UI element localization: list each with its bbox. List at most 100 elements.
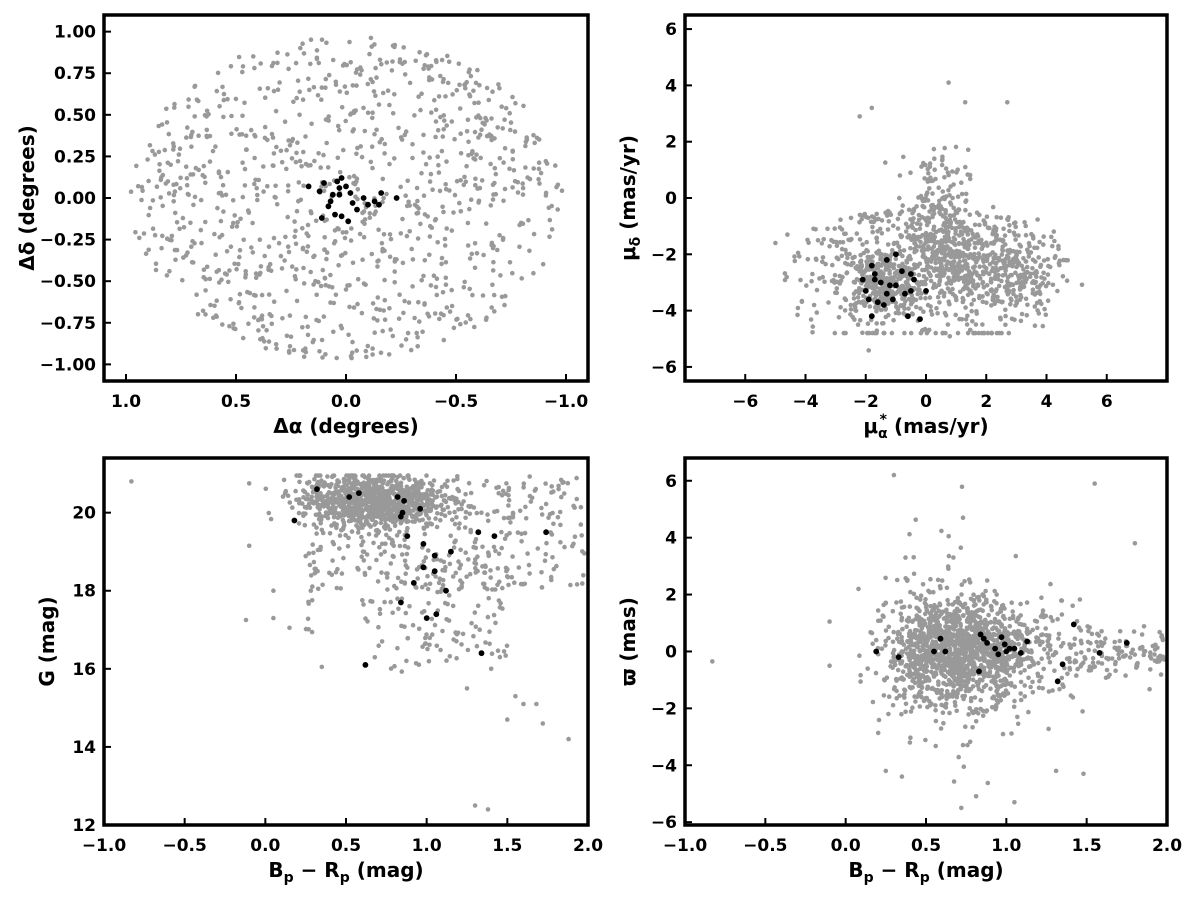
field-star-point [889, 330, 895, 336]
field-star-point [428, 171, 434, 177]
field-star-point [976, 330, 981, 336]
field-star-point [421, 150, 426, 155]
field-star-point [379, 570, 384, 575]
field-star-point [228, 64, 234, 69]
axes-frame [102, 456, 590, 827]
field-star-point [321, 152, 326, 158]
field-star-point [318, 520, 324, 526]
field-star-point [398, 184, 404, 190]
field-star-point [410, 519, 416, 524]
field-star-point [943, 239, 949, 244]
field-star-point [874, 211, 879, 217]
field-star-point [527, 474, 532, 479]
field-star-point [375, 264, 380, 269]
field-star-point [442, 513, 448, 518]
field-star-point [307, 505, 313, 511]
field-star-point [419, 610, 425, 615]
field-star-point [241, 237, 246, 243]
field-star-point [278, 253, 284, 259]
field-star-point [980, 322, 985, 327]
field-star-point [972, 245, 978, 250]
field-star-point [957, 600, 962, 605]
field-star-point [1016, 260, 1022, 265]
field-star-point [289, 156, 295, 161]
field-star-point [331, 241, 337, 246]
field-star-point [427, 179, 433, 184]
field-star-point [467, 93, 473, 99]
field-star-point [312, 476, 317, 482]
field-star-point [368, 524, 373, 529]
field-star-point [456, 586, 462, 592]
field-star-point [944, 262, 949, 268]
field-star-point [520, 192, 526, 197]
field-star-point [454, 317, 459, 322]
field-star-point [883, 267, 888, 272]
field-star-point [368, 35, 374, 41]
field-star-point [994, 232, 999, 238]
field-star-point [814, 257, 819, 263]
field-star-point [361, 281, 367, 286]
field-star-point [324, 140, 330, 146]
field-star-point [200, 172, 205, 178]
field-star-point [358, 498, 363, 504]
field-star-point [913, 304, 919, 310]
field-star-point [909, 237, 914, 243]
field-star-point [457, 106, 463, 111]
field-star-point [546, 205, 552, 211]
field-star-point [902, 330, 907, 336]
field-star-point [344, 230, 349, 235]
field-star-point [473, 624, 479, 629]
field-star-point [375, 579, 381, 584]
field-star-point [350, 129, 356, 134]
field-star-point [385, 88, 391, 93]
field-star-point [403, 337, 409, 342]
field-star-point [311, 522, 317, 527]
field-star-point [386, 352, 392, 357]
field-star-point [204, 264, 210, 270]
field-star-point [924, 330, 930, 336]
field-star-point [852, 317, 857, 322]
field-star-point [395, 596, 400, 601]
field-star-point [515, 530, 521, 535]
field-star-point [147, 143, 153, 148]
field-star-point [857, 237, 863, 242]
field-star-point [376, 643, 382, 648]
field-star-point [495, 247, 500, 253]
field-star-point [416, 565, 422, 570]
field-star-point [904, 260, 910, 265]
field-star-point [331, 541, 337, 547]
field-star-point [261, 339, 267, 344]
field-star-point [279, 159, 285, 165]
field-star-point [443, 275, 449, 281]
field-star-point [438, 114, 443, 120]
field-star-point [392, 269, 398, 274]
field-star-point [441, 559, 447, 565]
field-star-point [186, 104, 191, 110]
field-star-point [946, 187, 951, 193]
field-star-point [228, 244, 234, 249]
field-star-point [223, 192, 229, 198]
field-star-point [845, 262, 850, 267]
field-star-point [891, 279, 897, 284]
field-star-point [294, 95, 300, 101]
field-star-point [364, 552, 370, 557]
field-star-point [407, 229, 413, 234]
field-star-point [951, 205, 956, 211]
field-star-point [977, 264, 982, 270]
y-axis-label-subscript: δ [628, 236, 644, 246]
field-star-point [510, 511, 516, 517]
field-star-point [1014, 300, 1020, 306]
field-star-point [333, 79, 339, 85]
field-star-point [998, 215, 1004, 220]
field-star-point [1021, 267, 1026, 272]
field-star-point [500, 237, 506, 243]
field-star-point [900, 203, 905, 208]
field-star-point [503, 653, 509, 658]
field-star-point [347, 39, 352, 45]
field-star-point [415, 335, 420, 340]
field-star-point [486, 97, 492, 103]
field-star-point [1049, 234, 1054, 240]
field-star-point [891, 629, 896, 635]
field-star-point [1023, 232, 1029, 238]
